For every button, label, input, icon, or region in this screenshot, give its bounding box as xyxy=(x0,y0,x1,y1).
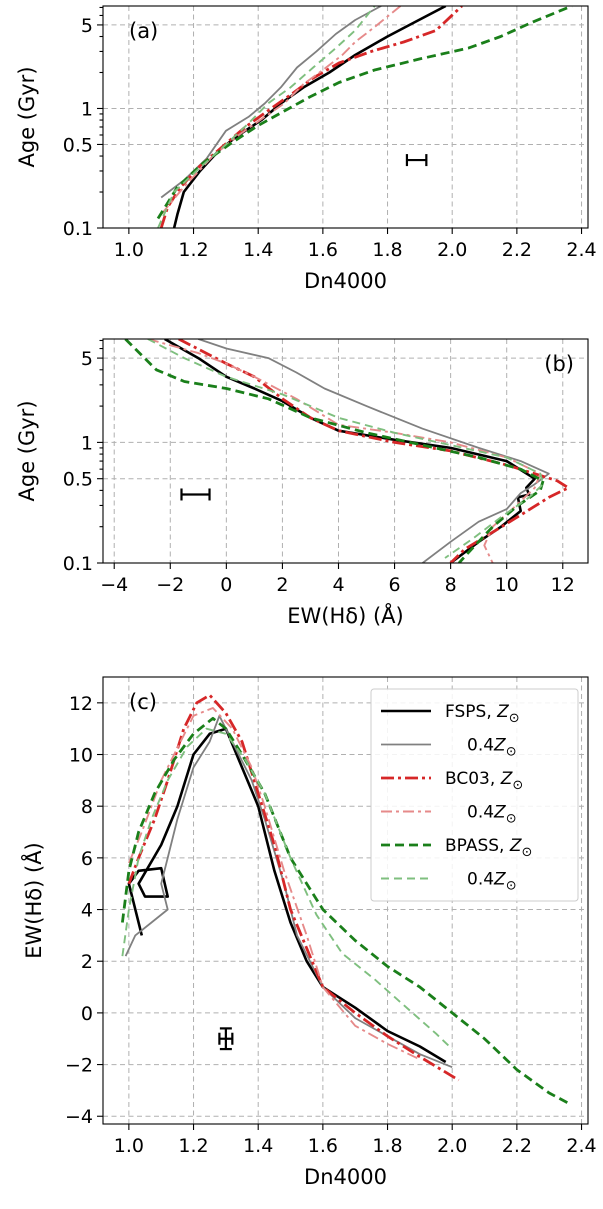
x-tick-label: 1.0 xyxy=(114,239,144,261)
error-bar xyxy=(405,154,428,167)
legend: FSPS, Z⊙ 0.4Z⊙ BC03, Z⊙ 0.4Z⊙ BPASS, Z⊙ 0.4Z⊙ xyxy=(370,688,579,902)
x-axis-label: Dn4000 xyxy=(304,269,387,293)
x-tick-label: 1.0 xyxy=(114,1135,144,1157)
panel-2: −4 −2 0 2 4 6 8 10 12 0.1 0.5 1 5 (b) EW(Hδ) (Å) Age (G… xyxy=(15,338,589,628)
y-tick-label: 0.5 xyxy=(63,134,93,156)
x-tick-label: 2.0 xyxy=(437,1135,467,1157)
legend-label: BPASS, Z⊙ xyxy=(445,836,532,860)
y-tick-label: 5 xyxy=(81,348,93,370)
x-tick-label: 1.4 xyxy=(243,239,273,261)
series-line-bpass_04 xyxy=(147,339,545,559)
x-tick-label: 2.4 xyxy=(566,1135,596,1157)
x-tick-label: 1.4 xyxy=(243,1135,273,1157)
series-line-bpass_04 xyxy=(121,727,453,1050)
series-line-bc03_04 xyxy=(160,6,402,216)
x-tick-label: 0 xyxy=(220,574,232,596)
x-tick-label: 10 xyxy=(495,574,519,596)
legend-label: FSPS, Z⊙ xyxy=(445,702,520,726)
y-tick-label: 6 xyxy=(81,848,93,870)
series-line-fsps_z xyxy=(172,6,447,228)
x-tick-label: 4 xyxy=(332,574,344,596)
y-tick-label: 12 xyxy=(69,693,93,715)
series-line-bc03_z xyxy=(178,339,570,563)
y-tick-label: 8 xyxy=(81,796,93,818)
series-line-bpass_z xyxy=(124,339,545,563)
x-tick-label: 1.2 xyxy=(178,239,208,261)
y-tick-label: 1 xyxy=(81,98,93,120)
x-tick-label: 2.0 xyxy=(437,239,467,261)
series-line-bpass_z xyxy=(156,6,573,220)
x-axis-label: EW(Hδ) (Å) xyxy=(287,602,403,628)
legend-label: 0.4Z⊙ xyxy=(467,736,517,760)
y-axis-label: Age (Gyr) xyxy=(15,66,39,167)
legend-frame xyxy=(370,688,579,902)
y-tick-label: 0.1 xyxy=(63,218,93,240)
y-tick-label: 0.1 xyxy=(63,553,93,575)
x-tick-label: 12 xyxy=(551,574,575,596)
panel-3: 1.0 1.2 1.4 1.6 1.8 2.0 2.2 2.4 −4 −2 0 2 4 6 8 10 12 (c)… xyxy=(20,676,597,1189)
y-tick-label: 10 xyxy=(69,745,93,767)
x-tick-label: 2.2 xyxy=(502,1135,532,1157)
legend-label: 0.4Z⊙ xyxy=(467,870,517,894)
series-line-bc03_z xyxy=(159,6,463,228)
legend-label: BC03, Z⊙ xyxy=(445,769,523,793)
series-line-bpass_z xyxy=(121,716,570,1105)
x-tick-label: 2 xyxy=(276,574,288,596)
x-tick-label: 1.8 xyxy=(372,239,402,261)
series-line-fsps_04 xyxy=(198,339,550,563)
y-tick-label: 5 xyxy=(81,15,93,37)
panel-1: 1.0 1.2 1.4 1.6 1.8 2.0 2.2 2.4 0.1 0.5 1 5 (a) Dn400… xyxy=(15,5,597,293)
axes-frame xyxy=(102,5,589,229)
panel-label: (a) xyxy=(129,19,158,43)
x-tick-label: 2.2 xyxy=(502,239,532,261)
y-axis-label: EW(Hδ) (Å) xyxy=(20,842,46,958)
series-group xyxy=(124,339,570,563)
y-tick-label: −4 xyxy=(65,1106,93,1128)
x-tick-label: −2 xyxy=(156,574,184,596)
x-tick-label: 1.6 xyxy=(308,1135,338,1157)
x-tick-label: −4 xyxy=(100,574,128,596)
series-line-bc03_04 xyxy=(147,339,542,563)
y-tick-label: 4 xyxy=(81,900,93,922)
x-axis-label: Dn4000 xyxy=(304,1165,387,1189)
axes-frame xyxy=(102,676,589,1125)
panel-label: (c) xyxy=(129,690,157,714)
x-tick-label: 1.6 xyxy=(308,239,338,261)
y-tick-label: 2 xyxy=(81,951,93,973)
y-axis-label: Age (Gyr) xyxy=(15,400,39,501)
y-tick-label: 0.5 xyxy=(63,469,93,491)
series-line-fsps_z xyxy=(164,339,536,563)
x-tick-label: 1.8 xyxy=(372,1135,402,1157)
legend-label: 0.4Z⊙ xyxy=(467,803,517,827)
panel-label: (b) xyxy=(544,352,574,376)
y-tick-label: −2 xyxy=(65,1055,93,1077)
error-bar xyxy=(180,488,211,501)
series-line-bc03_04 xyxy=(128,707,421,1061)
series-group xyxy=(121,693,570,1105)
y-tick-label: 1 xyxy=(81,432,93,454)
axes-frame xyxy=(102,338,589,564)
x-tick-label: 6 xyxy=(389,574,401,596)
series-group xyxy=(156,6,573,228)
series-line-bpass_04 xyxy=(157,6,376,228)
x-tick-label: 1.2 xyxy=(178,1135,208,1157)
x-tick-label: 8 xyxy=(445,574,457,596)
x-tick-label: 2.4 xyxy=(566,239,596,261)
error-bar xyxy=(218,1027,234,1051)
y-tick-label: 0 xyxy=(81,1003,93,1025)
